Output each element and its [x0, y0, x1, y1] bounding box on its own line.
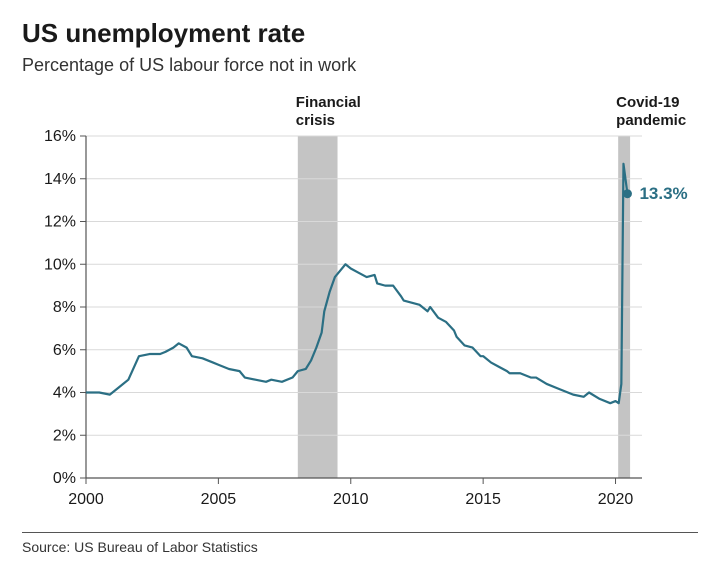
annotation-covid-pandemic: Covid-19 pandemic — [616, 94, 686, 130]
svg-text:12%: 12% — [44, 214, 76, 231]
svg-text:16%: 16% — [44, 128, 76, 145]
annotation-financial-crisis: Financial crisis — [296, 94, 361, 130]
svg-text:2015: 2015 — [465, 491, 501, 508]
svg-text:2005: 2005 — [201, 491, 237, 508]
chart-subtitle: Percentage of US labour force not in wor… — [22, 55, 698, 76]
svg-text:0%: 0% — [53, 470, 76, 487]
svg-text:2020: 2020 — [598, 491, 634, 508]
svg-text:2%: 2% — [53, 427, 76, 444]
callout-value: 13.3% — [639, 184, 687, 204]
line-chart-svg: 0% 2% 4% 6% 8% 10% 12% 14% 16% 2000 2005 2010 2015 20… — [22, 86, 698, 526]
source-divider — [22, 532, 698, 533]
svg-text:6%: 6% — [53, 342, 76, 359]
svg-text:4%: 4% — [53, 385, 76, 402]
chart-area: 0% 2% 4% 6% 8% 10% 12% 14% 16% 2000 2005 2010 2015 20… — [22, 86, 698, 526]
source-text: Source: US Bureau of Labor Statistics — [22, 539, 698, 555]
svg-text:8%: 8% — [53, 299, 76, 316]
svg-text:10%: 10% — [44, 256, 76, 273]
svg-text:2000: 2000 — [68, 491, 104, 508]
svg-text:14%: 14% — [44, 171, 76, 188]
chart-title: US unemployment rate — [22, 18, 698, 49]
svg-text:2010: 2010 — [333, 491, 369, 508]
